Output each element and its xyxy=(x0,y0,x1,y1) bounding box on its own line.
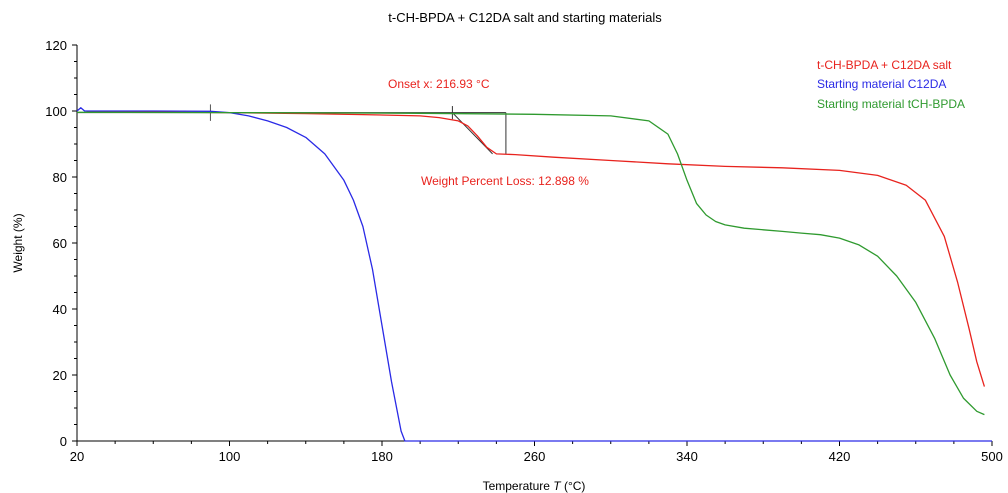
legend-item-c12da: Starting material C12DA xyxy=(817,77,946,91)
y-tick-label: 0 xyxy=(60,434,67,449)
x-tick-label: 100 xyxy=(219,449,241,464)
legend: t-CH-BPDA + C12DA salt Starting material… xyxy=(817,58,965,111)
series-line-1 xyxy=(86,111,986,387)
series-line-3 xyxy=(76,111,985,416)
x-tick-label: 260 xyxy=(524,449,546,464)
y-axis-label: Weight (%) xyxy=(11,213,25,272)
onset-annotation: Onset x: 216.93 °C xyxy=(388,77,490,91)
x-tick-label: 500 xyxy=(981,449,1003,464)
y-ticks: 0 20 40 60 80 100 120 xyxy=(45,38,77,449)
y-tick-label: 120 xyxy=(45,38,67,53)
y-tick-label: 20 xyxy=(53,368,67,383)
x-tick-label: 20 xyxy=(70,449,84,464)
legend-item-salt: t-CH-BPDA + C12DA salt xyxy=(817,58,952,72)
y-tick-label: 100 xyxy=(45,104,67,119)
y-tick-label: 60 xyxy=(53,236,67,251)
series-line-2 xyxy=(76,107,992,442)
x-tick-label: 420 xyxy=(829,449,851,464)
weight-loss-annotation: Weight Percent Loss: 12.898 % xyxy=(421,174,589,188)
x-ticks: 20 100 180 260 340 420 500 xyxy=(70,441,1003,464)
y-tick-label: 40 xyxy=(53,302,67,317)
x-axis-label: Temperature T (°C) xyxy=(483,479,586,493)
chart-title: t-CH-BPDA + C12DA salt and starting mate… xyxy=(388,10,662,25)
series-layer xyxy=(76,107,992,442)
y-tick-label: 80 xyxy=(53,170,67,185)
legend-item-tch-bpda: Starting material tCH-BPDA xyxy=(817,97,965,111)
x-tick-label: 180 xyxy=(371,449,393,464)
x-tick-label: 340 xyxy=(676,449,698,464)
